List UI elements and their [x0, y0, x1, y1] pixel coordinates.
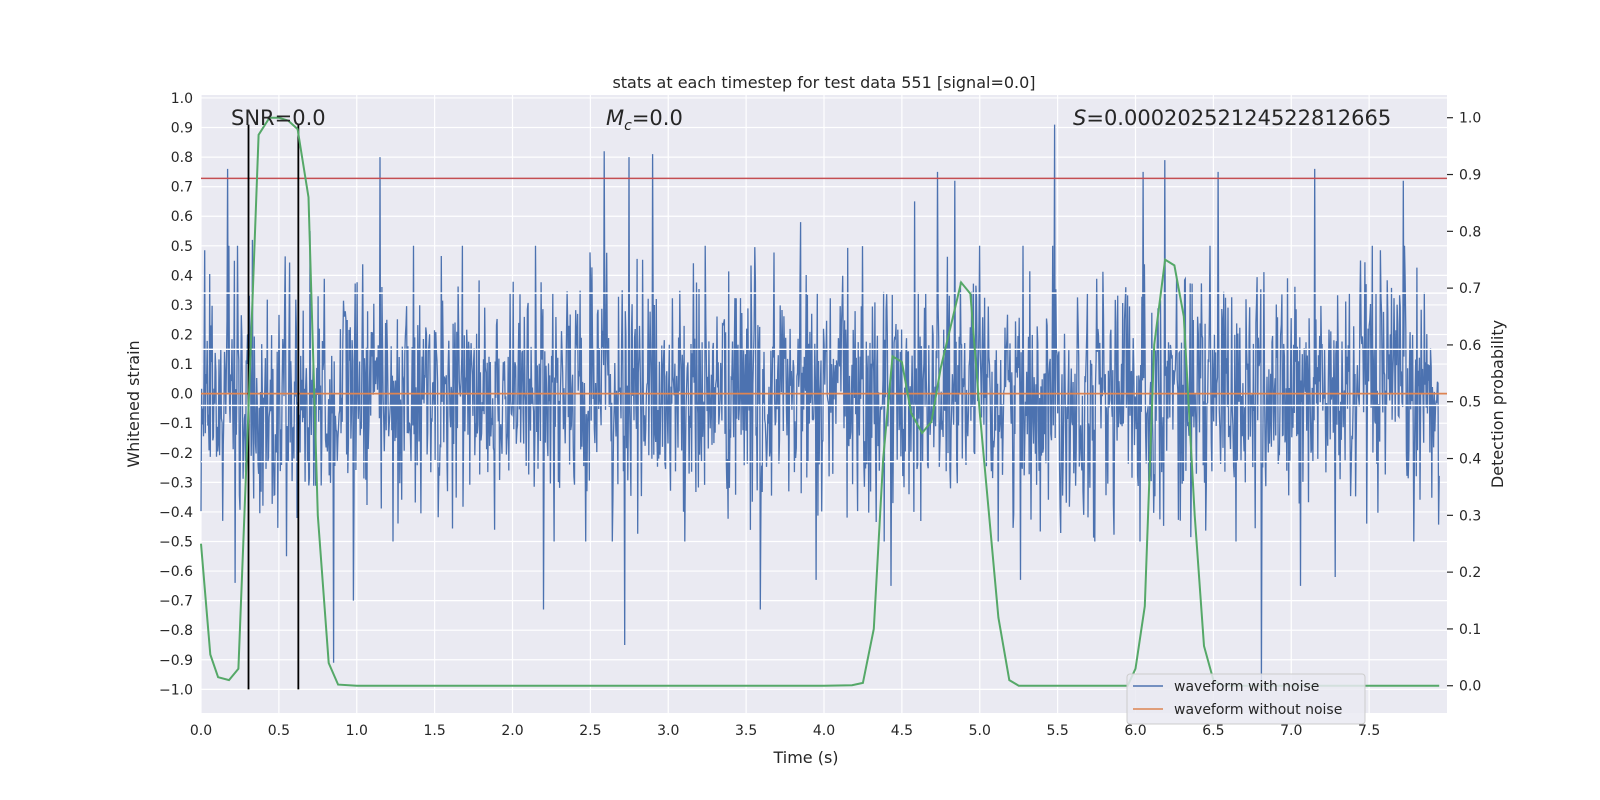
s-symbol: S [1073, 106, 1086, 130]
y2-tick-label: 0.3 [1459, 508, 1481, 524]
snr-annotation: SNR=0.0 [231, 106, 326, 130]
y2-tick-label: 0.5 [1459, 395, 1481, 411]
y-tick-label: 0.9 [171, 121, 193, 137]
y2-tick-label: 0.8 [1459, 224, 1481, 240]
series-line-detection-probability [200, 116, 1440, 687]
x-axis-title: Time (s) [772, 748, 838, 767]
y-tick-label: 1.0 [171, 91, 193, 107]
legend-box [1126, 673, 1366, 725]
y-tick-label: 0.3 [171, 298, 193, 314]
series-line-waveform-with-noise [200, 124, 1440, 684]
y2-tick-label: 0.1 [1459, 622, 1481, 638]
x-tick-label: 1.0 [346, 723, 368, 739]
y-tick-label: −0.6 [159, 564, 193, 580]
x-tick-label: 5.5 [1046, 723, 1068, 739]
x-tick-label: 0.5 [268, 723, 290, 739]
legend-label-clean: waveform without noise [1174, 702, 1342, 718]
y-axis-title: Whitened strain [124, 340, 143, 467]
y-tick-label: −0.5 [159, 534, 193, 550]
y-tick-label: 0.6 [171, 209, 193, 225]
chart-title: stats at each timestep for test data 551… [612, 73, 1035, 92]
y-tick-label: 0.0 [171, 387, 193, 403]
y2-tick-label: 1.0 [1459, 111, 1481, 127]
x-tick-label: 7.5 [1358, 723, 1380, 739]
x-tick-label: 7.0 [1280, 723, 1302, 739]
y-tick-label: 0.5 [171, 239, 193, 255]
y-tick-label: 0.8 [171, 150, 193, 166]
x-tick-label: 2.0 [501, 723, 523, 739]
mc-subscript: c [624, 118, 632, 134]
mc-annotation: Mc=0.0 [606, 106, 683, 134]
y2-axis-title: Detection probability [1488, 320, 1507, 488]
x-tick-label: 6.5 [1202, 723, 1224, 739]
x-tick-label: 3.0 [657, 723, 679, 739]
y2-tick-label: 0.0 [1459, 679, 1481, 695]
y2-tick-label: 0.2 [1459, 565, 1481, 581]
y-tick-label: −0.8 [159, 623, 193, 639]
s-value: =0.00020252124522812665 [1086, 106, 1391, 130]
y-tick-label: 0.2 [171, 328, 193, 344]
x-tick-label: 5.0 [969, 723, 991, 739]
legend-label-noise: waveform with noise [1174, 679, 1319, 695]
x-tick-label: 6.0 [1124, 723, 1146, 739]
y-tick-label: 0.7 [171, 180, 193, 196]
y-tick-label: 0.1 [171, 357, 193, 373]
s-annotation: S=0.00020252124522812665 [1073, 106, 1391, 130]
y-tick-label: −0.2 [159, 446, 193, 462]
x-tick-label: 3.5 [735, 723, 757, 739]
y-tick-label: −0.1 [159, 416, 193, 432]
x-tick-label: 1.5 [423, 723, 445, 739]
x-tick-label: 4.0 [813, 723, 835, 739]
y2-tick-label: 0.7 [1459, 281, 1481, 297]
y-tick-label: −0.3 [159, 475, 193, 491]
mc-value: =0.0 [632, 106, 683, 130]
y2-tick-label: 0.9 [1459, 168, 1481, 184]
y-tick-label: −0.7 [159, 594, 193, 610]
line-layer [200, 116, 1447, 690]
tick-labels: 0.0 0.5 1.0 1.5 2.0 2.5 3.0 3.5 4.0 4.5 5.0 5.5 6.0 6… [159, 91, 1481, 739]
x-tick-label: 4.5 [891, 723, 913, 739]
y2-tick-label: 0.6 [1459, 338, 1481, 354]
y-tick-label: 0.4 [171, 268, 193, 284]
y-tick-label: −1.0 [159, 682, 193, 698]
y2-tick-label: 0.4 [1459, 452, 1481, 468]
noise-waveform [200, 124, 1440, 684]
y-tick-label: −0.4 [159, 505, 193, 521]
y-tick-label: −0.9 [159, 653, 193, 669]
x-tick-label: 2.5 [579, 723, 601, 739]
mc-symbol: M [606, 106, 624, 130]
x-tick-label: 0.0 [190, 723, 212, 739]
legend: waveform with noise waveform without noi… [1126, 673, 1366, 725]
